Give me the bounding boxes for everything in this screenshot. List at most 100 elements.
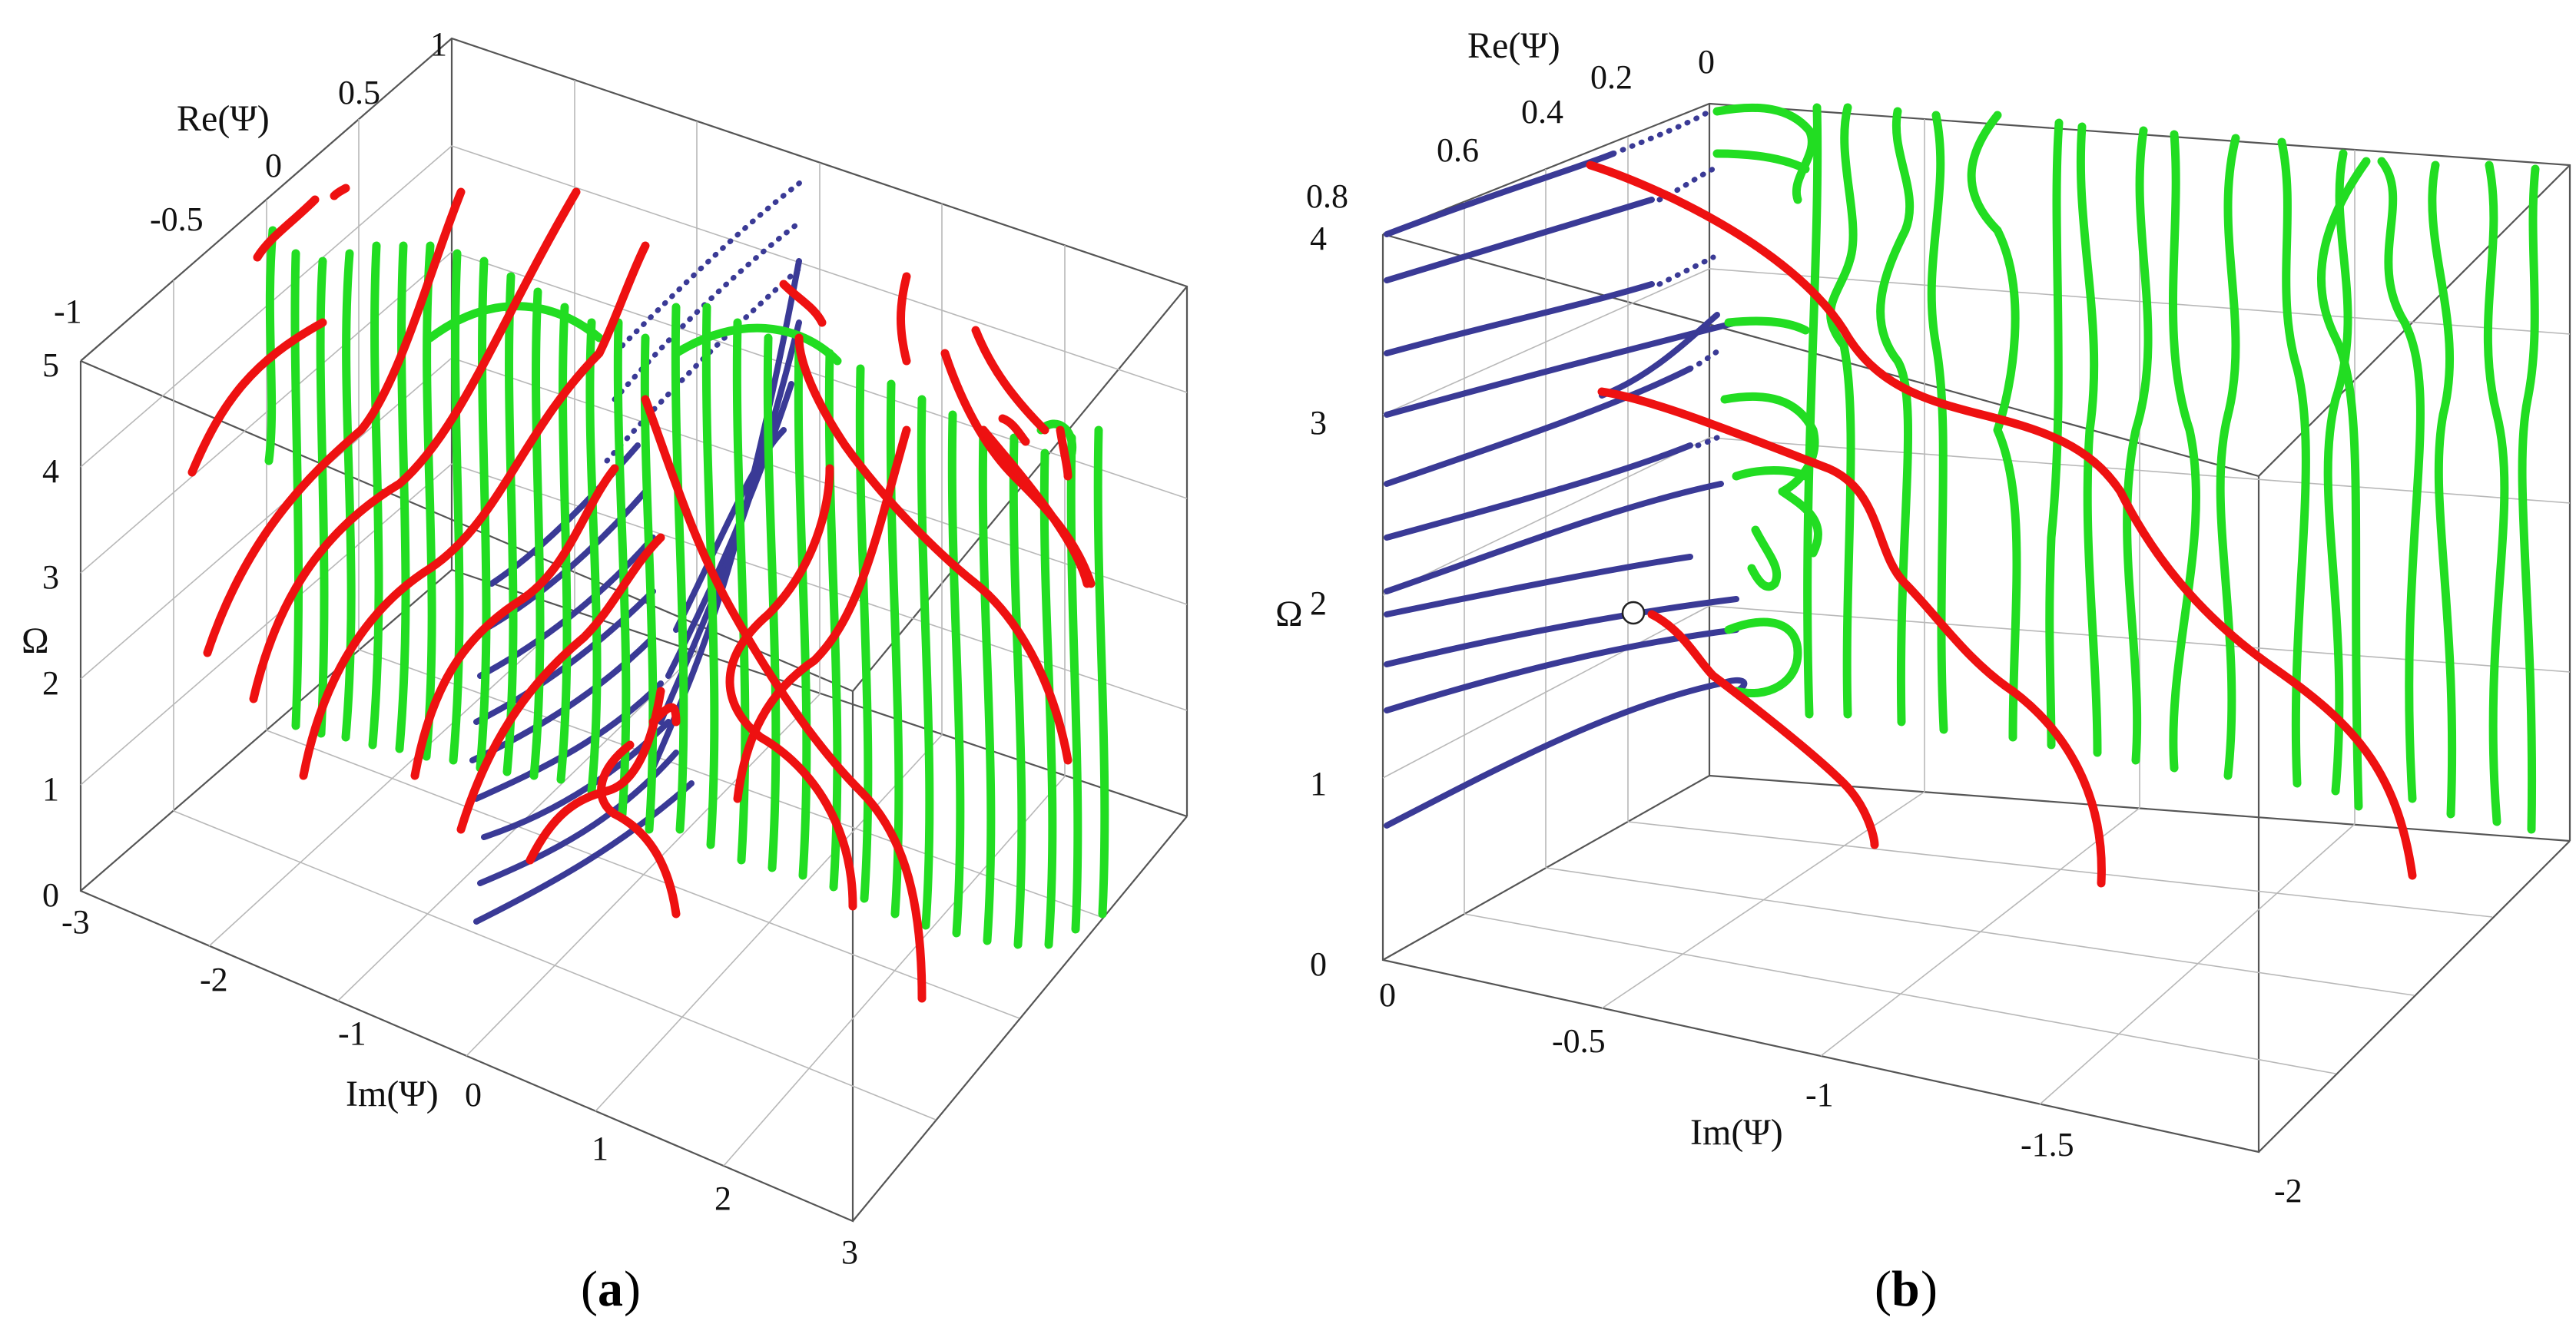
panel-a: 1 0.5 0 -0.5 -1 5 4 3 2 1 0 -3 -2 -1 0 1… — [22, 25, 1189, 1271]
b-green-curve — [2377, 157, 2425, 803]
a-red-curve — [779, 280, 827, 327]
a-tick-om-1: 1 — [42, 770, 59, 808]
a-green-curve — [502, 272, 518, 776]
a-tick-re-0.5: 0.5 — [338, 74, 380, 111]
a-green-curve — [264, 226, 277, 465]
b-tick-re-0: 0 — [1698, 43, 1715, 81]
a-green-curve — [1093, 425, 1109, 919]
a-blue-curve — [473, 780, 695, 925]
a-red-curve — [725, 464, 857, 911]
caption-b: ( b ) — [1875, 1261, 1938, 1317]
a-green-curve — [671, 303, 688, 834]
a-blue-curve — [473, 680, 664, 802]
b-green-curve — [2123, 126, 2153, 765]
b-green-curve — [2518, 164, 2540, 834]
b-blue-curve — [1384, 481, 1724, 594]
a-green-curve — [824, 349, 842, 892]
a-red-curve — [733, 425, 911, 803]
a-green-curve — [1066, 433, 1082, 934]
b-blue-curve — [1384, 596, 1739, 667]
b-tick-om-2: 2 — [1310, 584, 1327, 622]
a-green-curve — [316, 257, 329, 738]
b-blue-curve — [1384, 197, 1655, 283]
b-tick-om-3: 3 — [1310, 404, 1327, 442]
caption-a-close: ) — [624, 1261, 641, 1317]
a-red-curve — [1056, 425, 1073, 481]
caption-b-letter: b — [1891, 1261, 1920, 1317]
panel-b-green-series — [1712, 103, 2540, 834]
b-axis-label-im: Im(Ψ) — [1690, 1112, 1783, 1153]
b-blue-curve — [1384, 319, 1739, 418]
a-green-curve — [556, 303, 572, 784]
a-green-curve — [947, 410, 965, 938]
b-blue-curve — [1656, 254, 1716, 287]
a-red-curve — [203, 187, 466, 657]
b-blue-curve — [1384, 677, 1748, 829]
panel-b: 0 0.2 0.4 0.6 0.8 4 3 2 1 0 0 -0.5 -1 -1… — [1275, 25, 2571, 1210]
b-blue-curve — [1610, 108, 1712, 157]
a-green-curve — [671, 323, 842, 366]
b-green-curve — [2076, 122, 2102, 757]
a-blue-curve — [619, 177, 806, 349]
b-blue-curve — [1695, 431, 1728, 449]
a-green-curve — [368, 241, 383, 750]
a-tick-om-5: 5 — [42, 346, 59, 384]
b-axis-label-re: Re(Ψ) — [1467, 25, 1560, 66]
a-axis-label-im: Im(Ψ) — [346, 1074, 439, 1114]
b-green-curve — [2317, 157, 2371, 811]
b-tick-im-minus1: -1 — [1805, 1076, 1834, 1114]
b-tick-re-0.6: 0.6 — [1437, 131, 1479, 169]
panel-a-tick-labels: 1 0.5 0 -0.5 -1 5 4 3 2 1 0 -3 -2 -1 0 1… — [42, 25, 858, 1271]
a-tick-re-0: 0 — [265, 147, 282, 184]
a-red-curve — [253, 195, 320, 262]
b-blue-curve — [1384, 554, 1693, 617]
b-tick-om-1: 1 — [1310, 765, 1327, 803]
b-blue-curve — [1384, 281, 1655, 356]
b-tick-im-0: 0 — [1379, 976, 1396, 1014]
a-tick-om-2: 2 — [42, 664, 59, 702]
a-green-curve — [794, 341, 811, 880]
b-red-curve — [1647, 610, 1879, 849]
b-axis-label-omega: Ω — [1275, 594, 1303, 634]
a-green-curve — [290, 249, 303, 730]
b-tick-im-minus1.5: -1.5 — [2021, 1126, 2074, 1163]
panel-b-red-series — [1586, 161, 2417, 888]
b-blue-curve — [1384, 366, 1693, 487]
a-tick-om-0: 0 — [42, 876, 59, 914]
b-tick-im-minus2: -2 — [2274, 1172, 2302, 1210]
b-green-curve — [1826, 103, 1858, 719]
b-green-curve — [1876, 107, 1915, 727]
a-tick-im-minus2: -2 — [200, 961, 228, 998]
a-green-curve — [585, 318, 602, 796]
a-red-curve — [525, 687, 665, 865]
a-red-curve — [648, 703, 681, 727]
a-green-curve — [395, 241, 410, 753]
b-green-curve — [1967, 111, 2021, 742]
a-green-curve — [763, 333, 781, 872]
panel-a-red-series — [187, 184, 1096, 1003]
caption-a-open: ( — [581, 1261, 598, 1317]
b-green-curve — [1712, 149, 1810, 174]
a-tick-om-3: 3 — [42, 558, 59, 596]
a-tick-im-minus1: -1 — [338, 1015, 366, 1052]
a-green-curve — [917, 395, 934, 930]
a-green-curve — [1009, 433, 1026, 949]
a-red-curve — [456, 533, 665, 834]
b-green-curve — [1747, 525, 1782, 591]
b-green-curve — [2216, 134, 2240, 780]
b-blue-curve — [1384, 442, 1693, 541]
a-axis-label-re: Re(Ψ) — [177, 98, 270, 139]
b-branch-point-marker — [1621, 601, 1646, 625]
a-red-curve — [794, 333, 1073, 765]
a-red-curve — [330, 184, 350, 200]
b-tick-om-0: 0 — [1310, 945, 1327, 983]
a-tick-im-0: 0 — [465, 1076, 482, 1114]
a-red-curve — [979, 425, 1092, 588]
a-green-curve — [732, 318, 750, 865]
b-green-curve — [2277, 137, 2310, 788]
a-green-curve — [422, 241, 436, 761]
a-red-curve — [998, 414, 1030, 446]
panel-b-blue-series — [1384, 108, 1748, 829]
a-red-curve — [597, 740, 681, 919]
